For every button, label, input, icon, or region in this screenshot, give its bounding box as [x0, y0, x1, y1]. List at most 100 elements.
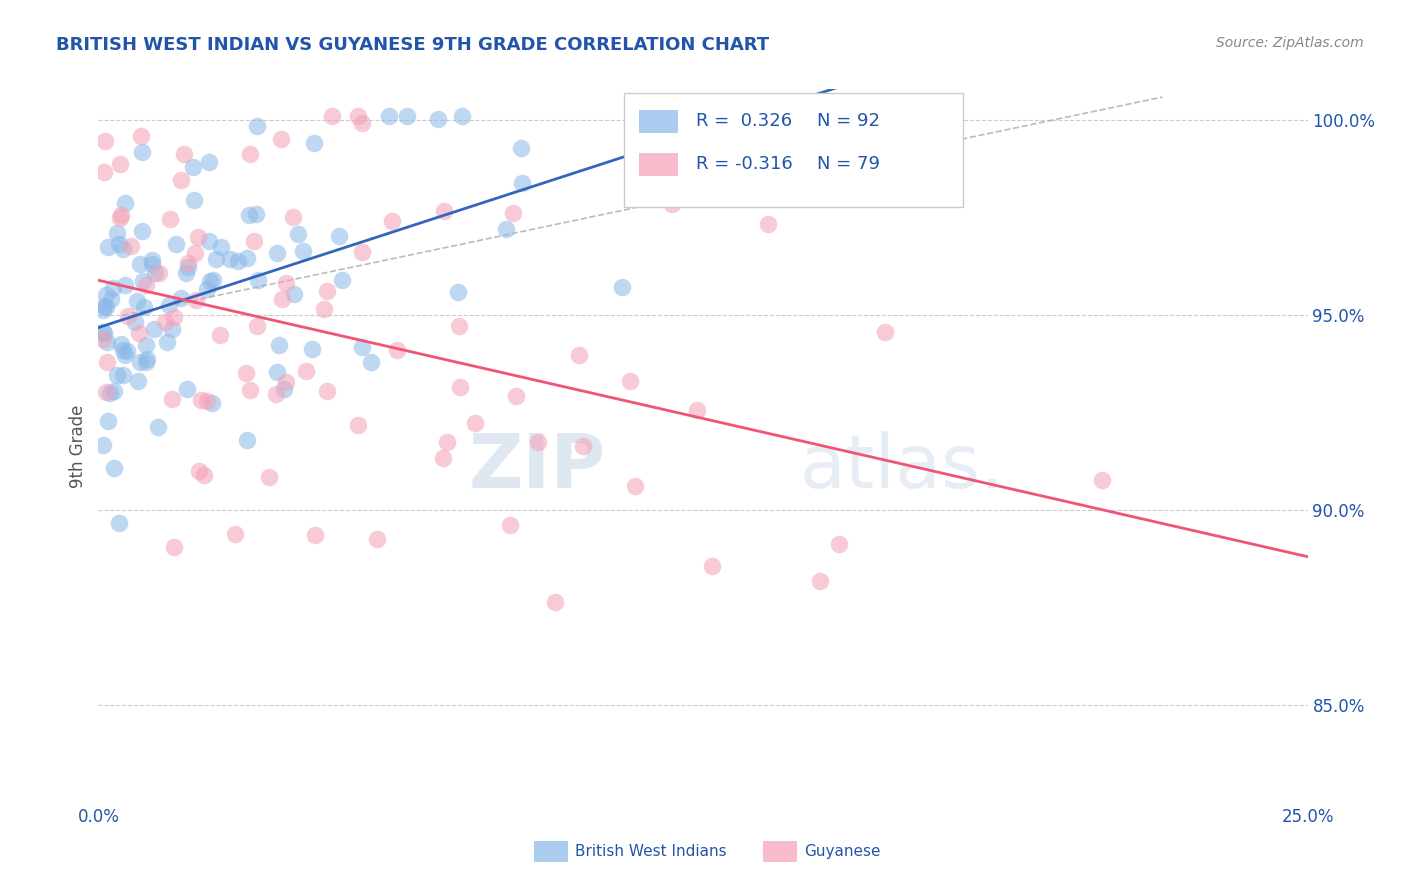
- Point: [245, 119, 267, 133]
- Point: [155, 315, 177, 329]
- FancyBboxPatch shape: [763, 840, 797, 862]
- Point: [510, 176, 533, 190]
- Point: [385, 343, 408, 357]
- Point: [129, 355, 152, 369]
- Text: Guyanese: Guyanese: [804, 844, 882, 859]
- Point: [117, 309, 139, 323]
- Point: [702, 559, 724, 574]
- Point: [125, 293, 148, 308]
- Point: [236, 434, 259, 448]
- Point: [120, 239, 142, 253]
- Text: atlas.: atlas.: [800, 431, 1005, 504]
- Point: [91, 332, 114, 346]
- Point: [686, 402, 709, 417]
- Point: [464, 416, 486, 430]
- Point: [276, 277, 298, 291]
- Point: [184, 245, 207, 260]
- Point: [94, 300, 117, 314]
- Point: [271, 292, 294, 306]
- Point: [201, 273, 224, 287]
- Point: [568, 348, 591, 362]
- Text: British West Indians: British West Indians: [575, 844, 727, 859]
- Point: [505, 389, 527, 403]
- Point: [129, 129, 152, 144]
- Point: [110, 208, 132, 222]
- Point: [200, 396, 222, 410]
- Point: [141, 253, 163, 268]
- Point: [128, 326, 150, 341]
- Point: [619, 375, 641, 389]
- Point: [246, 318, 269, 333]
- Point: [195, 393, 218, 408]
- Point: [304, 136, 326, 150]
- Point: [266, 246, 288, 260]
- Point: [366, 533, 388, 547]
- Point: [827, 537, 849, 551]
- Point: [190, 392, 212, 407]
- Point: [97, 240, 120, 254]
- Point: [135, 277, 157, 292]
- Text: ZIP: ZIP: [470, 431, 606, 504]
- Point: [188, 465, 211, 479]
- Point: [283, 286, 305, 301]
- Point: [136, 351, 159, 366]
- Point: [321, 110, 343, 124]
- Point: [170, 172, 193, 186]
- Point: [105, 226, 128, 240]
- Point: [160, 392, 183, 406]
- Point: [96, 288, 118, 302]
- Point: [183, 193, 205, 207]
- Point: [243, 234, 266, 248]
- Point: [352, 116, 374, 130]
- Point: [91, 302, 114, 317]
- Point: [572, 438, 595, 452]
- Point: [93, 299, 115, 313]
- Point: [112, 242, 135, 256]
- Point: [295, 363, 318, 377]
- Point: [108, 157, 131, 171]
- Point: [808, 574, 831, 588]
- Point: [146, 420, 169, 434]
- Point: [176, 382, 198, 396]
- Point: [266, 365, 288, 379]
- Point: [131, 145, 153, 159]
- Point: [495, 221, 517, 235]
- Point: [246, 272, 269, 286]
- Point: [148, 267, 170, 281]
- Point: [873, 326, 896, 340]
- Point: [114, 196, 136, 211]
- Point: [449, 318, 471, 333]
- Point: [198, 274, 221, 288]
- Point: [91, 326, 114, 340]
- Point: [315, 284, 337, 298]
- Point: [224, 527, 246, 541]
- Text: N = 79: N = 79: [817, 155, 880, 173]
- Point: [291, 244, 314, 258]
- Point: [330, 273, 353, 287]
- Point: [98, 386, 121, 401]
- Point: [205, 252, 228, 266]
- FancyBboxPatch shape: [624, 93, 963, 207]
- Point: [377, 110, 399, 124]
- Point: [117, 343, 139, 358]
- Point: [187, 230, 209, 244]
- Point: [132, 301, 155, 315]
- Point: [100, 292, 122, 306]
- Point: [502, 206, 524, 220]
- Point: [141, 257, 163, 271]
- Point: [103, 281, 125, 295]
- Point: [432, 450, 454, 465]
- Point: [197, 234, 219, 248]
- Point: [433, 203, 456, 218]
- Point: [105, 368, 128, 382]
- Point: [360, 355, 382, 369]
- Point: [163, 540, 186, 554]
- Point: [301, 343, 323, 357]
- Point: [281, 210, 304, 224]
- Point: [315, 384, 337, 398]
- Point: [287, 227, 309, 241]
- Point: [94, 134, 117, 148]
- Point: [257, 470, 280, 484]
- Point: [352, 341, 374, 355]
- Point: [143, 265, 166, 279]
